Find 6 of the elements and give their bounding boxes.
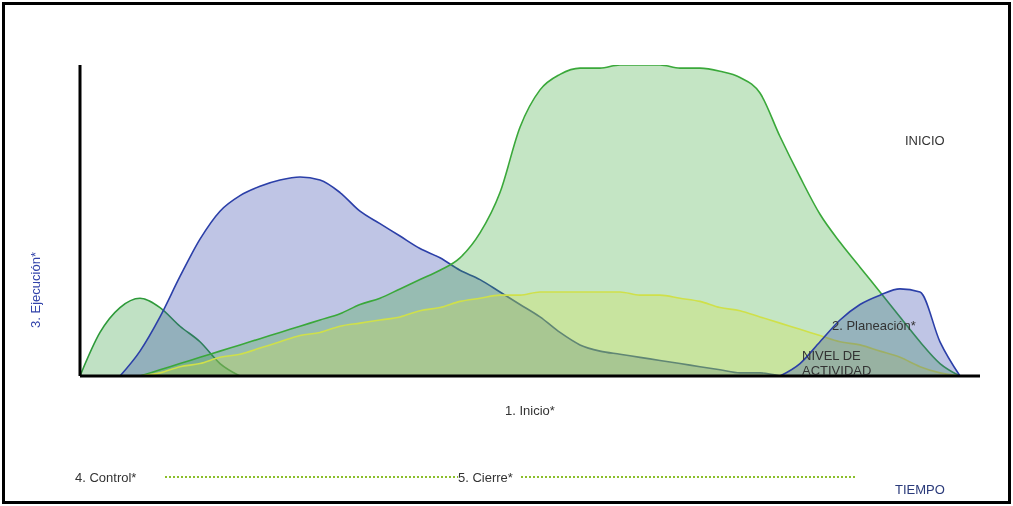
text: 5. Cierre* xyxy=(458,470,520,485)
text: 1. Inicio* xyxy=(505,403,556,418)
text: 4. Control* xyxy=(75,470,165,485)
annotation: INICIO xyxy=(905,133,946,148)
text: TIEMPO xyxy=(895,482,946,497)
y-axis-title: 3. Ejecución* xyxy=(27,252,43,328)
